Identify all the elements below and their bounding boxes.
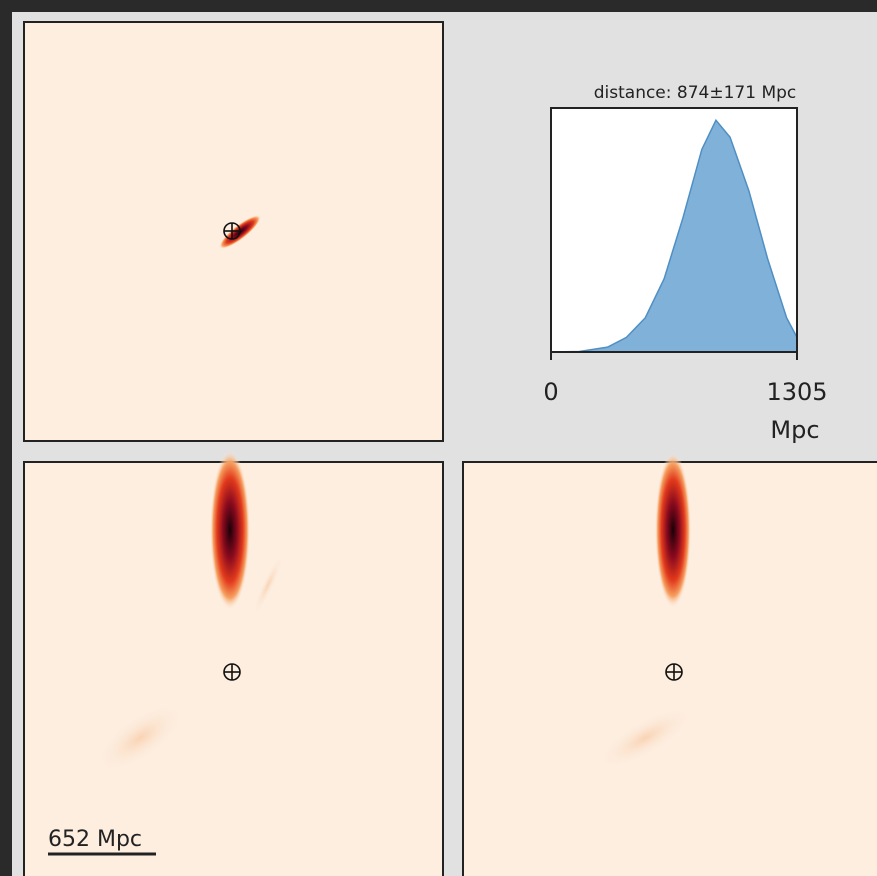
plot-frame xyxy=(550,107,798,353)
earth-marker xyxy=(223,663,241,681)
x-tick-label: 0 xyxy=(543,378,558,406)
density-blob xyxy=(210,450,250,610)
x-axis-label: Mpc xyxy=(770,416,819,444)
faint-blob xyxy=(95,703,185,773)
faint-blob xyxy=(252,553,284,617)
faint-blob xyxy=(596,706,694,770)
distance-chart: distance: 874±171 Mpc 0 1305 xyxy=(543,83,827,406)
earth-marker xyxy=(223,222,241,240)
earth-marker xyxy=(665,663,683,681)
distance-area xyxy=(550,118,798,353)
x-tick-label: 1305 xyxy=(766,378,827,406)
density-blob xyxy=(655,452,691,608)
scale-bar-label: 652 Mpc xyxy=(48,827,142,852)
chart-title: distance: 874±171 Mpc xyxy=(594,83,797,103)
